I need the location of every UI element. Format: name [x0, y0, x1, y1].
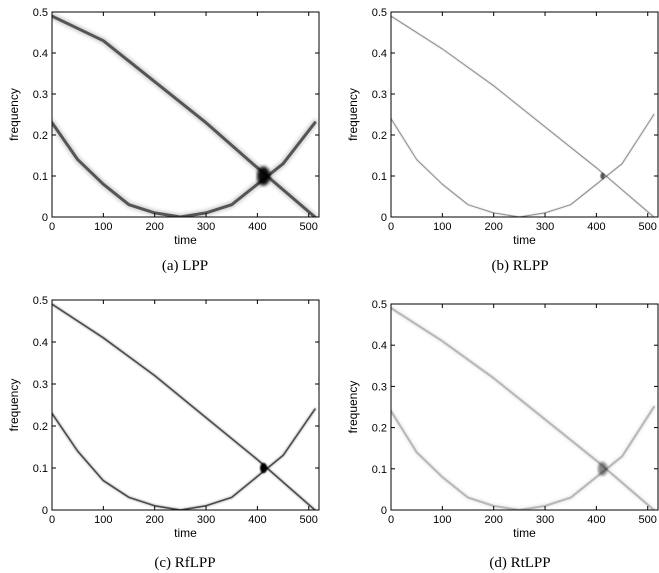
y-tick-label: 0.1 — [33, 463, 48, 475]
y-tick-label: 0 — [381, 212, 387, 224]
x-tick-label: 0 — [49, 514, 55, 526]
axes-frame — [390, 303, 659, 511]
y-tick-label: 0.1 — [33, 171, 48, 183]
panel-2: 0 100 200 300 400 500 0 0.1 0.2 0.3 0.4 0.5 time freq… — [346, 7, 659, 274]
y-tick-label: 0 — [381, 505, 387, 517]
y-tick-label: 0.1 — [372, 171, 387, 183]
y-tick-label: 0.2 — [33, 130, 48, 142]
y-tick-label: 0.5 — [33, 7, 48, 19]
x-axis-label: time — [513, 526, 536, 540]
x-tick-label: 0 — [49, 221, 55, 233]
x-tick-label: 200 — [146, 221, 164, 233]
crossing-point — [256, 166, 271, 186]
x-tick-label: 400 — [587, 221, 605, 233]
x-tick-label: 200 — [485, 221, 503, 233]
x-axis-label: time — [174, 526, 197, 540]
y-tick-label: 0.4 — [372, 48, 387, 60]
x-tick-label: 200 — [146, 514, 164, 526]
x-tick-label: 200 — [485, 514, 503, 526]
x-tick-label: 100 — [94, 514, 112, 526]
axes-frame — [51, 299, 320, 511]
y-tick-label: 0.2 — [33, 421, 48, 433]
panel-4: 0 100 200 300 400 500 0 0.1 0.2 0.3 0.4 0.5 time freq… — [346, 299, 659, 571]
x-axis-label: time — [174, 233, 197, 247]
axes-frame — [51, 11, 320, 218]
crossing-point — [597, 461, 608, 476]
x-tick-label: 100 — [94, 221, 112, 233]
x-tick-label: 300 — [197, 221, 215, 233]
x-tick-label: 0 — [388, 221, 394, 233]
y-tick-label: 0 — [42, 212, 48, 224]
x-tick-label: 400 — [248, 514, 266, 526]
crossing-point — [600, 172, 605, 180]
panel-caption: (b) RLPP — [491, 258, 548, 274]
y-tick-label: 0.3 — [33, 379, 48, 391]
x-tick-label: 400 — [587, 514, 605, 526]
y-axis-label: frequency — [7, 88, 21, 141]
x-tick-label: 300 — [536, 221, 554, 233]
y-tick-label: 0.2 — [372, 130, 387, 142]
x-tick-label: 500 — [639, 221, 657, 233]
y-tick-label: 0.2 — [372, 423, 387, 435]
ridge-2 — [391, 114, 655, 217]
y-tick-label: 0.3 — [33, 89, 48, 101]
y-axis-label: frequency — [346, 381, 360, 434]
y-tick-label: 0.5 — [372, 299, 387, 311]
x-tick-label: 100 — [433, 514, 451, 526]
panel-3: 0 100 200 300 400 500 0 0.1 0.2 0.3 0.4 0.5 time freq… — [7, 295, 320, 571]
panel-caption: (d) RtLPP — [489, 555, 550, 571]
y-tick-label: 0 — [42, 505, 48, 517]
x-tick-label: 500 — [300, 514, 318, 526]
panel-caption: (c) RfLPP — [154, 555, 215, 571]
y-tick-label: 0.4 — [33, 337, 48, 349]
x-tick-label: 300 — [536, 514, 554, 526]
y-axis-label: frequency — [346, 88, 360, 141]
x-tick-label: 500 — [639, 514, 657, 526]
y-tick-label: 0.4 — [372, 340, 387, 352]
x-tick-label: 100 — [433, 221, 451, 233]
x-tick-label: 400 — [248, 221, 266, 233]
y-tick-label: 0.1 — [372, 464, 387, 476]
x-tick-label: 500 — [300, 221, 318, 233]
y-tick-label: 0.4 — [33, 48, 48, 60]
y-tick-label: 0.5 — [372, 7, 387, 19]
y-tick-label: 0.3 — [372, 89, 387, 101]
x-axis-label: time — [513, 233, 536, 247]
crossing-point — [260, 462, 268, 474]
panel-caption: (a) LPP — [162, 258, 208, 274]
y-tick-label: 0.3 — [372, 381, 387, 393]
x-tick-label: 300 — [197, 514, 215, 526]
y-tick-label: 0.5 — [33, 295, 48, 307]
x-tick-label: 0 — [388, 514, 394, 526]
y-axis-label: frequency — [7, 379, 21, 432]
panel-1: 0 100 200 300 400 500 0 0.1 0.2 0.3 0.4 0.5 time freq… — [7, 7, 320, 274]
axes-frame — [390, 11, 659, 218]
